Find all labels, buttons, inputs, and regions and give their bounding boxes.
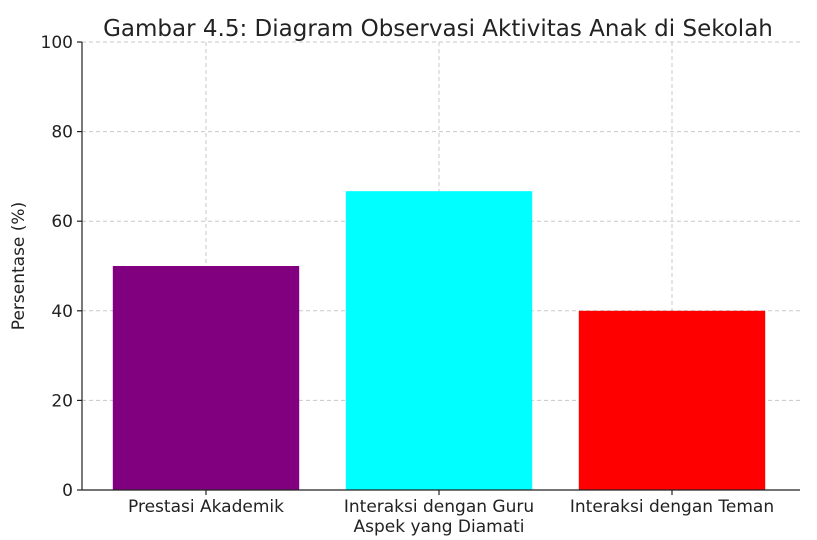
bar bbox=[345, 191, 533, 490]
bar bbox=[112, 266, 300, 490]
y-tick-label: 20 bbox=[51, 391, 73, 411]
y-tick-label: 0 bbox=[62, 481, 73, 501]
x-tick-label: Prestasi Akademik bbox=[128, 497, 284, 517]
y-axis-label: Persentase (%) bbox=[9, 202, 29, 330]
y-tick-label: 40 bbox=[51, 302, 73, 322]
y-tick-label: 100 bbox=[41, 33, 73, 53]
x-tick-label: Interaksi dengan Guru bbox=[344, 497, 534, 517]
y-tick-label: 60 bbox=[51, 212, 73, 232]
y-tick-label: 80 bbox=[51, 123, 73, 143]
x-axis-label: Aspek yang Diamati bbox=[353, 517, 524, 537]
chart-title: Gambar 4.5: Diagram Observasi Aktivitas … bbox=[103, 16, 773, 42]
x-tick-label: Interaksi dengan Teman bbox=[570, 497, 774, 517]
bar bbox=[578, 310, 766, 490]
